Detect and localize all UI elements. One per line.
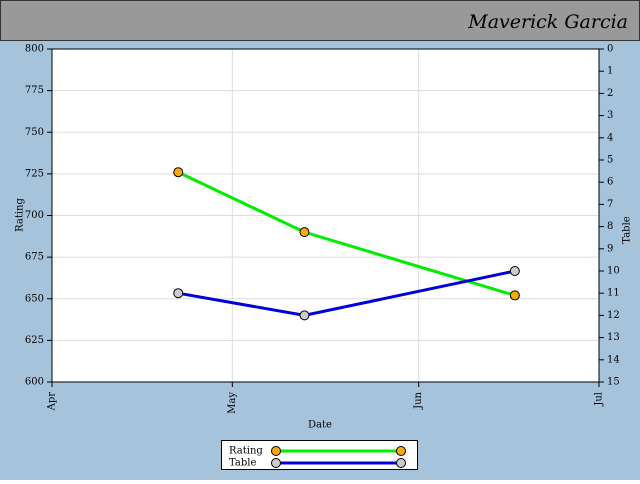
legend-marker xyxy=(396,446,406,456)
legend-marker xyxy=(396,458,406,468)
y2-tick-label: 4 xyxy=(607,132,613,143)
y2-tick-label: 15 xyxy=(607,377,620,388)
y-tick-label: 675 xyxy=(25,252,44,263)
y2-tick-label: 5 xyxy=(607,155,613,166)
y2-tick-label: 11 xyxy=(607,288,620,299)
y-tick-label: 725 xyxy=(25,168,44,179)
legend-label: Rating xyxy=(229,446,263,457)
y-tick-label: 700 xyxy=(25,210,44,221)
data-point xyxy=(299,310,310,321)
header-title: Maverick Garcia xyxy=(467,11,628,33)
x-tick-label: Apr xyxy=(47,392,58,412)
y-tick-label: 650 xyxy=(25,293,44,304)
y2-tick-label: 10 xyxy=(607,266,620,277)
x-axis-label: Date xyxy=(308,420,332,431)
y2-tick-label: 3 xyxy=(607,110,613,121)
y2-tick-label: 2 xyxy=(607,88,613,99)
x-tick-label: May xyxy=(227,392,238,414)
y2-axis-label: Table xyxy=(622,216,633,243)
y2-tick-label: 14 xyxy=(607,354,620,365)
y-tick-label: 625 xyxy=(25,335,44,346)
legend-label: Table xyxy=(229,458,256,469)
header-bar xyxy=(0,0,640,41)
y-tick-label: 800 xyxy=(25,44,44,55)
y2-tick-label: 1 xyxy=(607,66,613,77)
y2-tick-label: 7 xyxy=(607,199,613,210)
data-point xyxy=(509,290,520,301)
data-point xyxy=(299,227,310,238)
y2-tick-label: 6 xyxy=(607,177,613,188)
y2-tick-label: 9 xyxy=(607,243,613,254)
y-axis-label: Rating xyxy=(15,198,26,232)
y2-tick-label: 13 xyxy=(607,332,620,343)
x-tick-label: Jun xyxy=(413,391,424,409)
y-tick-label: 775 xyxy=(25,85,44,96)
y-tick-label: 750 xyxy=(25,127,44,138)
data-point xyxy=(173,167,184,178)
data-point xyxy=(509,266,520,276)
x-tick-label: Jul xyxy=(594,392,605,407)
y-tick-label: 600 xyxy=(25,377,44,388)
y2-tick-label: 0 xyxy=(607,44,613,55)
legend-box xyxy=(221,440,418,470)
y2-tick-label: 12 xyxy=(607,310,620,321)
y2-tick-label: 8 xyxy=(607,221,613,232)
data-point xyxy=(173,288,184,299)
legend-marker xyxy=(271,446,281,456)
legend-marker xyxy=(271,458,281,468)
